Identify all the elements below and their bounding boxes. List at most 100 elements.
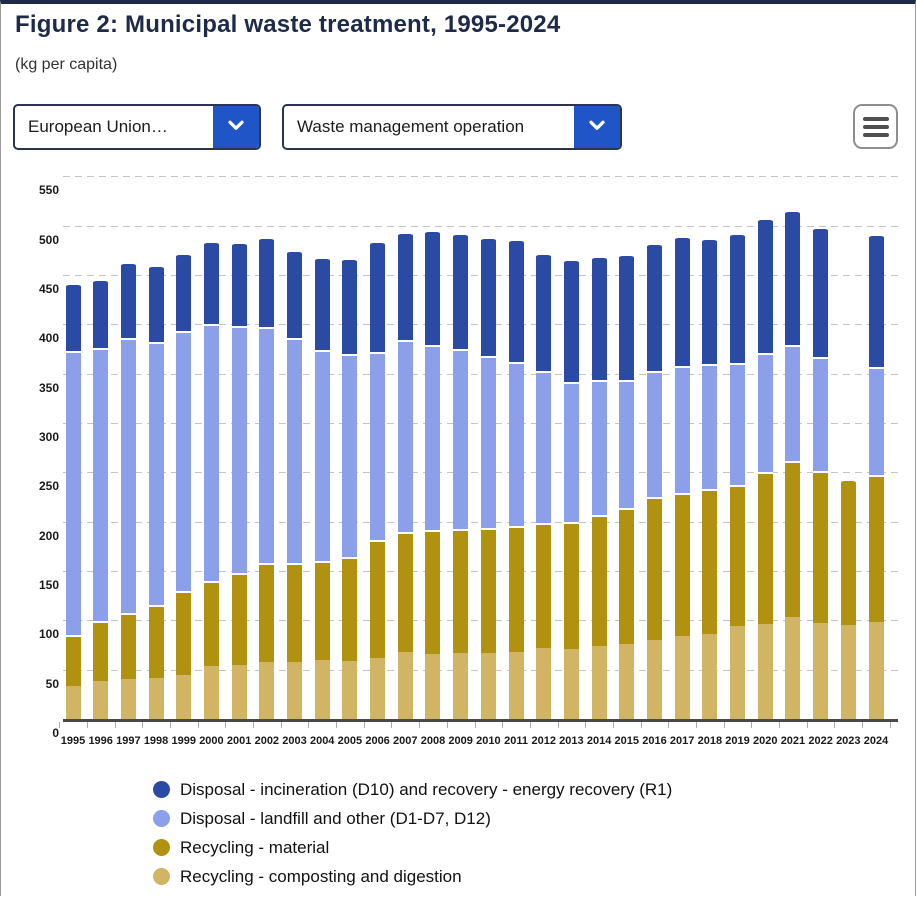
bar-2015-incineration[interactable]	[619, 254, 635, 381]
bar-2016-material[interactable]	[646, 496, 662, 641]
bar-2000-incineration[interactable]	[203, 241, 219, 325]
bar-2007-material[interactable]	[397, 532, 413, 652]
bar-2002-landfill[interactable]	[259, 327, 275, 564]
bar-2005-incineration[interactable]	[342, 258, 358, 354]
bar-2022-material[interactable]	[813, 471, 829, 624]
bar-2001-incineration[interactable]	[231, 242, 247, 327]
bar-2002-incineration[interactable]	[259, 237, 275, 328]
bar-2001-composting[interactable]	[231, 664, 247, 719]
geo-dropdown[interactable]: European Union…	[13, 104, 261, 150]
bar-2007-landfill[interactable]	[397, 339, 413, 533]
bar-2004-composting[interactable]	[314, 659, 330, 719]
bar-2018-material[interactable]	[702, 489, 718, 635]
bar-1998-landfill[interactable]	[148, 341, 164, 606]
bar-2000-landfill[interactable]	[203, 324, 219, 581]
bar-2009-material[interactable]	[453, 529, 469, 653]
bar-2010-material[interactable]	[480, 527, 496, 653]
bar-2012-composting[interactable]	[536, 647, 552, 719]
bar-2015-landfill[interactable]	[619, 380, 635, 508]
bar-2009-landfill[interactable]	[453, 348, 469, 530]
bar-2013-composting[interactable]	[563, 648, 579, 719]
bar-2021-incineration[interactable]	[785, 209, 801, 345]
bar-2023-material[interactable]	[840, 479, 856, 626]
bar-2000-composting[interactable]	[203, 665, 219, 719]
bar-2024-composting[interactable]	[868, 622, 884, 719]
bar-1996-composting[interactable]	[93, 681, 109, 719]
bar-1995-incineration[interactable]	[65, 282, 81, 351]
operation-dropdown[interactable]: Waste management operation	[282, 104, 622, 150]
bar-2004-material[interactable]	[314, 561, 330, 660]
bar-2004-landfill[interactable]	[314, 349, 330, 562]
bar-2011-landfill[interactable]	[508, 361, 524, 526]
bar-2024-material[interactable]	[868, 475, 884, 623]
bar-1999-composting[interactable]	[176, 674, 192, 719]
bar-2011-material[interactable]	[508, 525, 524, 652]
bar-2020-material[interactable]	[757, 472, 773, 625]
bar-2017-composting[interactable]	[674, 636, 690, 719]
bar-2024-landfill[interactable]	[868, 366, 884, 476]
bar-2001-landfill[interactable]	[231, 326, 247, 573]
bar-2007-incineration[interactable]	[397, 232, 413, 340]
bar-2002-composting[interactable]	[259, 661, 275, 719]
bar-2008-material[interactable]	[425, 530, 441, 654]
bar-2014-composting[interactable]	[591, 645, 607, 719]
bar-2016-incineration[interactable]	[646, 243, 662, 371]
bar-2013-landfill[interactable]	[563, 382, 579, 522]
bar-2021-landfill[interactable]	[785, 344, 801, 462]
bar-2016-composting[interactable]	[646, 640, 662, 719]
bar-2005-material[interactable]	[342, 557, 358, 661]
bar-2015-composting[interactable]	[619, 643, 635, 719]
bar-2019-landfill[interactable]	[730, 362, 746, 486]
bar-1996-material[interactable]	[93, 621, 109, 682]
bar-2010-incineration[interactable]	[480, 237, 496, 356]
bar-2011-incineration[interactable]	[508, 239, 524, 362]
bar-2006-material[interactable]	[370, 540, 386, 658]
bar-2012-incineration[interactable]	[536, 253, 552, 371]
bar-2011-composting[interactable]	[508, 651, 524, 719]
bar-2005-landfill[interactable]	[342, 353, 358, 558]
bar-1999-material[interactable]	[176, 590, 192, 675]
bar-1995-material[interactable]	[65, 635, 81, 687]
bar-2017-incineration[interactable]	[674, 236, 690, 366]
bar-1997-material[interactable]	[120, 613, 136, 679]
bar-2008-composting[interactable]	[425, 653, 441, 719]
bar-2018-landfill[interactable]	[702, 363, 718, 490]
bar-2006-composting[interactable]	[370, 657, 386, 719]
bar-1997-incineration[interactable]	[120, 262, 136, 338]
bar-2010-composting[interactable]	[480, 652, 496, 719]
bar-2012-landfill[interactable]	[536, 370, 552, 523]
operation-dropdown-button[interactable]	[574, 106, 620, 148]
bar-2023-composting[interactable]	[840, 625, 856, 719]
bar-2010-landfill[interactable]	[480, 355, 496, 528]
bar-2014-landfill[interactable]	[591, 380, 607, 515]
bar-2022-composting[interactable]	[813, 623, 829, 719]
bar-1999-incineration[interactable]	[176, 253, 192, 332]
bar-2013-material[interactable]	[563, 521, 579, 649]
bar-1995-landfill[interactable]	[65, 350, 81, 636]
bar-2015-material[interactable]	[619, 507, 635, 644]
bar-1998-composting[interactable]	[148, 677, 164, 719]
bar-2005-composting[interactable]	[342, 660, 358, 719]
bar-2020-landfill[interactable]	[757, 352, 773, 473]
bar-1997-landfill[interactable]	[120, 338, 136, 614]
bar-2004-incineration[interactable]	[314, 257, 330, 350]
bar-2022-incineration[interactable]	[813, 227, 829, 357]
bar-2002-material[interactable]	[259, 563, 275, 662]
bar-2009-incineration[interactable]	[453, 233, 469, 349]
bar-2007-composting[interactable]	[397, 651, 413, 719]
bar-2019-incineration[interactable]	[730, 233, 746, 363]
bar-2021-material[interactable]	[785, 461, 801, 618]
bar-2008-incineration[interactable]	[425, 230, 441, 345]
bar-1998-material[interactable]	[148, 605, 164, 678]
bar-2013-incineration[interactable]	[563, 259, 579, 383]
bar-2018-incineration[interactable]	[702, 238, 718, 364]
geo-dropdown-button[interactable]	[213, 106, 259, 148]
bar-2018-composting[interactable]	[702, 634, 718, 719]
bar-1995-composting[interactable]	[65, 686, 81, 719]
bar-2014-incineration[interactable]	[591, 256, 607, 381]
bar-2022-landfill[interactable]	[813, 356, 829, 472]
bar-2003-material[interactable]	[287, 563, 303, 662]
menu-button[interactable]	[853, 104, 898, 149]
bar-2019-composting[interactable]	[730, 626, 746, 719]
bar-2017-landfill[interactable]	[674, 365, 690, 493]
